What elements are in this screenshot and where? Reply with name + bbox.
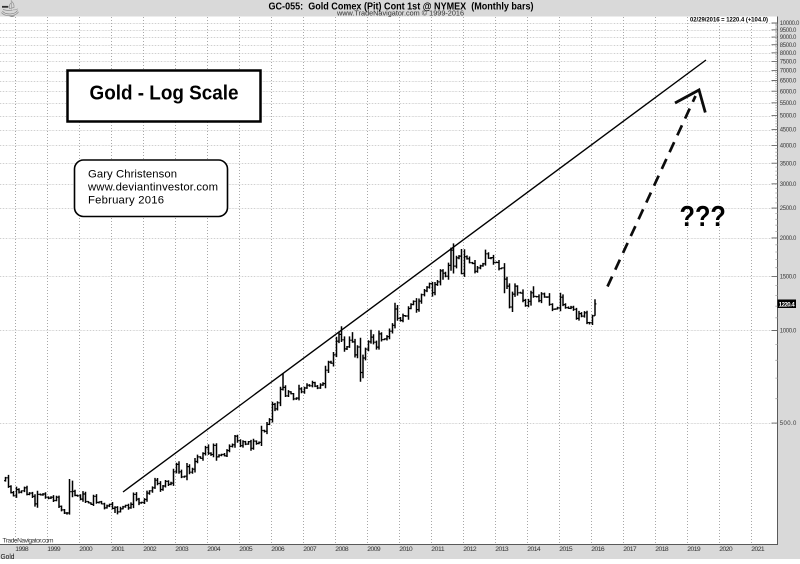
svg-text:3000.0: 3000.0 — [780, 182, 797, 188]
svg-text:1500.0: 1500.0 — [780, 275, 797, 281]
svg-text:Gold - Log Scale: Gold - Log Scale — [90, 82, 239, 104]
svg-text:GC-055: Gold Comex (Pit) Cont: GC-055: Gold Comex (Pit) Cont 1st @ NYME… — [269, 2, 534, 13]
svg-text:1000.0: 1000.0 — [780, 329, 797, 335]
svg-text:8500.0: 8500.0 — [780, 43, 797, 49]
svg-text:10000.0: 10000.0 — [780, 21, 800, 27]
svg-text:1998: 1998 — [15, 546, 29, 553]
svg-text:2005: 2005 — [239, 546, 253, 553]
svg-text:2500.0: 2500.0 — [780, 206, 797, 212]
svg-text:2015: 2015 — [559, 546, 573, 553]
svg-text:02/29/2016 = 1220.4 (+104.0): 02/29/2016 = 1220.4 (+104.0) — [690, 16, 768, 23]
svg-text:???: ??? — [680, 201, 726, 233]
svg-text:9500.0: 9500.0 — [780, 28, 797, 34]
svg-text:2013: 2013 — [495, 546, 509, 553]
svg-text:6000.0: 6000.0 — [780, 89, 797, 95]
svg-text:2012: 2012 — [463, 546, 477, 553]
svg-text:2008: 2008 — [335, 546, 349, 553]
svg-text:2002: 2002 — [143, 546, 157, 553]
svg-text:2020: 2020 — [719, 546, 733, 553]
svg-text:2019: 2019 — [687, 546, 701, 553]
svg-text:2014: 2014 — [527, 546, 541, 553]
svg-text:7000.0: 7000.0 — [780, 69, 797, 75]
svg-text:4000.0: 4000.0 — [780, 144, 797, 150]
svg-text:2000.0: 2000.0 — [780, 236, 797, 242]
svg-text:3500.0: 3500.0 — [780, 161, 797, 167]
svg-text:8000.0: 8000.0 — [780, 51, 797, 57]
svg-text:2021: 2021 — [751, 546, 765, 553]
svg-text:4500.0: 4500.0 — [780, 128, 797, 134]
svg-text:Gary Christenson: Gary Christenson — [88, 169, 177, 181]
svg-text:Gold: Gold — [1, 552, 15, 559]
svg-text:2007: 2007 — [303, 546, 317, 553]
svg-text:2004: 2004 — [207, 546, 221, 553]
svg-text:2009: 2009 — [367, 546, 381, 553]
svg-text:1999: 1999 — [47, 546, 61, 553]
svg-text:5500.0: 5500.0 — [780, 101, 797, 107]
svg-text:9000.0: 9000.0 — [780, 35, 797, 41]
svg-text:2011: 2011 — [431, 546, 445, 553]
svg-text:www.deviantinvestor.com: www.deviantinvestor.com — [87, 182, 218, 194]
svg-text:1220.4: 1220.4 — [779, 302, 796, 308]
svg-text:7500.0: 7500.0 — [780, 60, 797, 66]
svg-text:2003: 2003 — [175, 546, 189, 553]
svg-text:TradeNavigator.com: TradeNavigator.com — [3, 537, 55, 544]
svg-text:500.0: 500.0 — [780, 421, 797, 427]
svg-text:2000: 2000 — [79, 546, 93, 553]
svg-text:www.TradeNavigator.com © 1999-: www.TradeNavigator.com © 1999-2016 — [336, 9, 464, 18]
svg-text:2018: 2018 — [655, 546, 669, 553]
svg-text:2001: 2001 — [111, 546, 125, 553]
svg-text:2010: 2010 — [399, 546, 413, 553]
svg-text:2016: 2016 — [591, 546, 605, 553]
svg-text:2017: 2017 — [623, 546, 637, 553]
svg-text:2006: 2006 — [271, 546, 285, 553]
svg-text:5000.0: 5000.0 — [780, 114, 797, 120]
svg-text:6500.0: 6500.0 — [780, 79, 797, 85]
svg-text:February 2016: February 2016 — [88, 195, 164, 207]
